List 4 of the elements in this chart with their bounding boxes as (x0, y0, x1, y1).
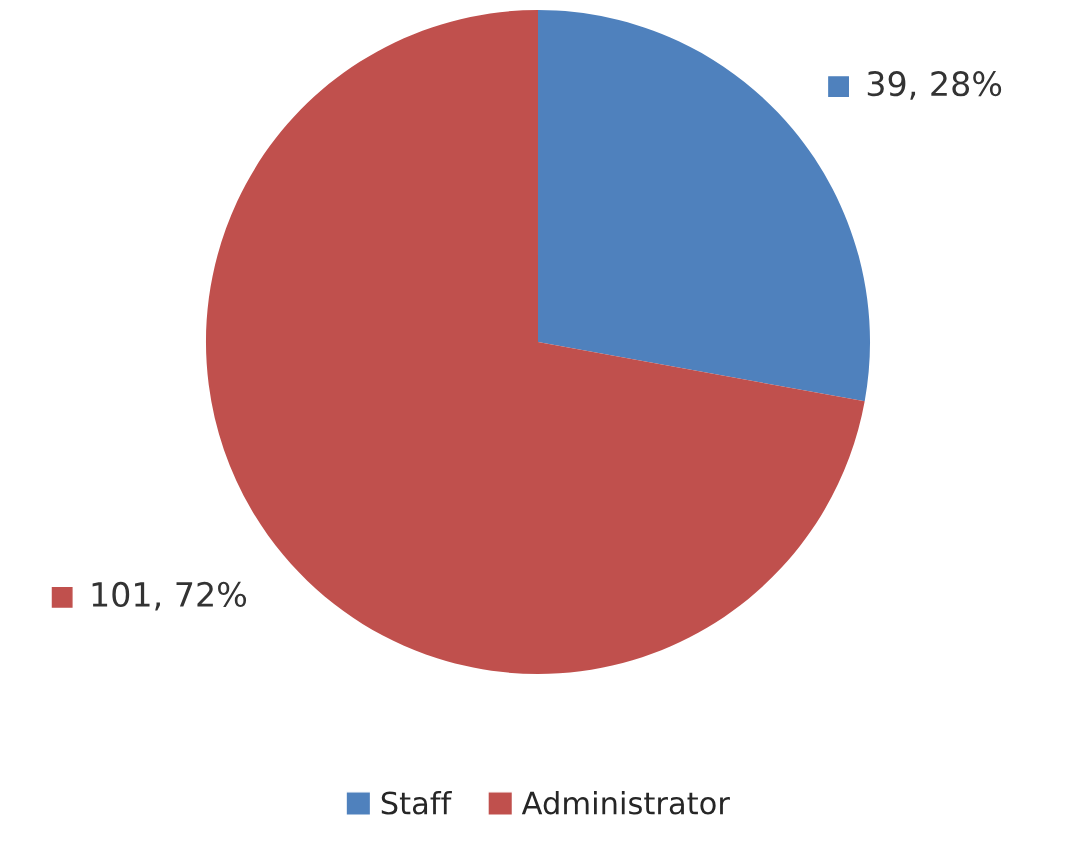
data-label: 39, 28% (867, 71, 1002, 100)
legend-label: Staff (381, 790, 452, 815)
data-label: 101, 72% (92, 581, 247, 611)
legend-label: Administrator (521, 790, 730, 815)
